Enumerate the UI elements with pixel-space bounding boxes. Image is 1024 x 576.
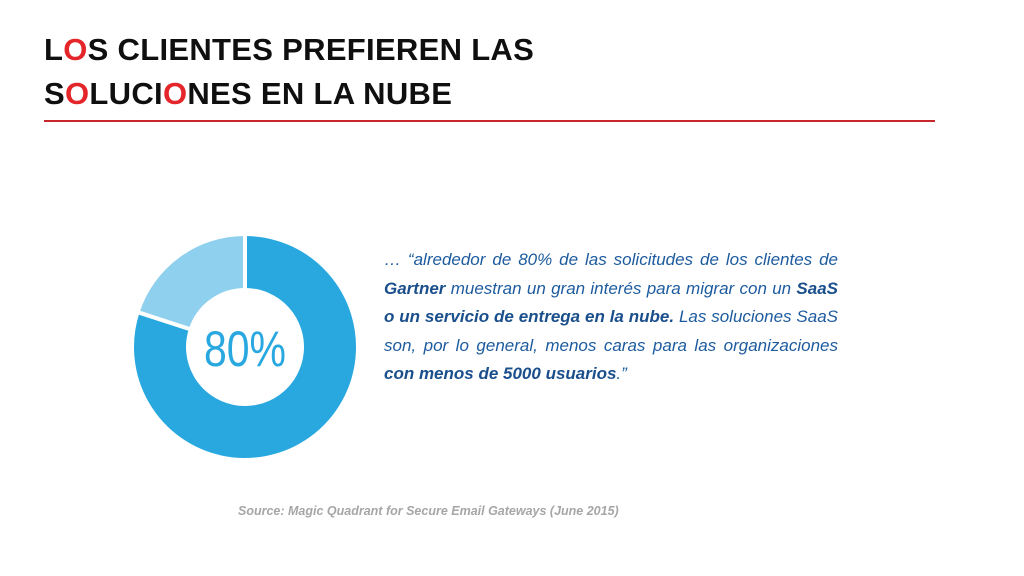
title-part: L bbox=[44, 32, 64, 67]
slide-title: LOS CLIENTES PREFIEREN LAS SOLUCIONES EN… bbox=[44, 28, 534, 116]
quote-segment: muestran un gran interés para migrar con… bbox=[445, 278, 797, 298]
title-part-accent: O bbox=[64, 76, 90, 111]
title-part: S bbox=[44, 76, 65, 111]
quote-emphasis: SaaS o un servicio de entrega en la nube… bbox=[384, 278, 838, 327]
source-citation: Source: Magic Quadrant for Secure Email … bbox=[238, 504, 619, 518]
title-line-1: LOS CLIENTES PREFIEREN LAS bbox=[44, 28, 534, 72]
title-part: S CLIENTES PREFIEREN LAS bbox=[87, 32, 535, 67]
quote-segment: Las soluciones SaaS son, por lo general,… bbox=[384, 307, 838, 355]
title-part-accent: O bbox=[162, 76, 188, 111]
donut-center-label: 80% bbox=[204, 321, 286, 377]
quote-emphasis: Gartner bbox=[384, 278, 446, 298]
donut-slice-0 bbox=[130, 231, 360, 462]
quote-segment: … “alrededor de 80% de las solicitudes d… bbox=[384, 250, 838, 269]
donut-slices bbox=[130, 231, 360, 462]
donut-slice-1 bbox=[135, 231, 247, 332]
title-part: NES EN LA NUBE bbox=[187, 76, 453, 111]
donut-chart: 80% bbox=[130, 231, 360, 462]
quote-emphasis: con menos de 5000 usuarios bbox=[384, 364, 617, 383]
title-part-accent: O bbox=[63, 32, 88, 67]
quote-text: … “alrededor de 80% de las solicitudes d… bbox=[384, 246, 838, 389]
title-line-2: SOLUCIONES EN LA NUBE bbox=[44, 72, 534, 116]
quote-segment: .” bbox=[616, 364, 627, 383]
title-part: LUCI bbox=[89, 76, 163, 111]
title-underline bbox=[44, 120, 935, 122]
